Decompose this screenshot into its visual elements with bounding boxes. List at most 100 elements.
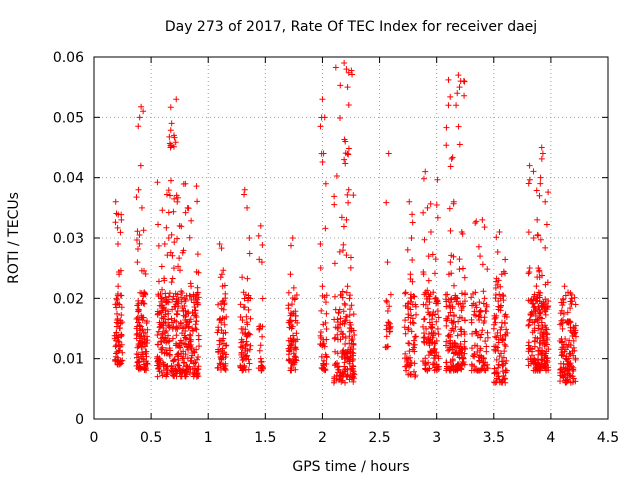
data-point: [501, 348, 508, 355]
data-point: [319, 283, 326, 290]
data-point: [184, 204, 191, 211]
data-point: [557, 378, 564, 385]
data-point: [159, 359, 166, 366]
data-point: [406, 198, 413, 205]
data-point: [533, 295, 540, 302]
data-point: [168, 231, 175, 238]
data-point: [154, 310, 161, 317]
data-point: [246, 360, 253, 367]
data-point: [385, 319, 392, 326]
data-point: [165, 310, 172, 317]
y-tick-label: 0.02: [53, 291, 84, 307]
data-point: [426, 293, 433, 300]
data-point: [495, 347, 502, 354]
data-point: [491, 346, 498, 353]
data-point: [457, 300, 464, 307]
data-point: [346, 319, 353, 326]
data-point: [569, 373, 576, 380]
data-point: [119, 357, 126, 364]
data-point: [343, 252, 350, 259]
data-point: [478, 366, 485, 373]
data-point: [346, 312, 353, 319]
data-point: [456, 266, 463, 273]
data-point: [344, 283, 351, 290]
data-point: [239, 329, 246, 336]
data-point: [170, 132, 177, 139]
data-point: [462, 291, 469, 298]
data-point: [350, 350, 357, 357]
data-point: [340, 223, 347, 230]
data-point: [535, 351, 542, 358]
data-point: [409, 219, 416, 226]
data-point: [499, 362, 506, 369]
data-point: [386, 303, 393, 310]
data-point: [323, 353, 330, 360]
data-point: [167, 144, 174, 151]
data-point: [134, 228, 141, 235]
data-point: [159, 307, 166, 314]
data-point: [344, 372, 351, 379]
data-point: [221, 321, 228, 328]
data-point: [287, 317, 294, 324]
data-point: [165, 209, 172, 216]
data-point: [185, 310, 192, 317]
data-point: [570, 366, 577, 373]
data-point: [180, 359, 187, 366]
data-point: [218, 245, 225, 252]
data-point: [176, 255, 183, 262]
data-point: [421, 291, 428, 298]
data-point: [337, 82, 344, 89]
data-point: [473, 328, 480, 335]
data-point: [337, 336, 344, 343]
data-point: [458, 228, 465, 235]
data-point: [405, 300, 412, 307]
data-point: [220, 267, 227, 274]
data-point: [472, 289, 479, 296]
y-tick-label: 0: [75, 412, 84, 428]
data-point: [182, 316, 189, 323]
data-point: [455, 123, 462, 130]
data-point: [408, 298, 415, 305]
data-point: [525, 297, 532, 304]
data-point: [188, 296, 195, 303]
data-point: [383, 199, 390, 206]
data-point: [140, 227, 147, 234]
data-point: [220, 361, 227, 368]
data-point: [423, 325, 430, 332]
data-point: [332, 348, 339, 355]
y-tick-label: 0.06: [53, 50, 84, 66]
data-point: [498, 350, 505, 357]
data-point: [494, 370, 501, 377]
data-point: [163, 371, 170, 378]
data-point: [484, 266, 491, 273]
data-point: [474, 332, 481, 339]
data-point: [117, 343, 124, 350]
data-point: [492, 284, 499, 291]
data-point: [113, 319, 120, 326]
data-point: [443, 365, 450, 372]
data-point: [346, 340, 353, 347]
data-point: [242, 355, 249, 362]
data-point: [215, 348, 222, 355]
data-point: [490, 379, 497, 386]
data-point: [194, 291, 201, 298]
data-point: [456, 362, 463, 369]
data-point: [154, 341, 161, 348]
data-point: [133, 236, 140, 243]
data-point: [564, 309, 571, 316]
data-point: [116, 347, 123, 354]
data-point: [345, 69, 352, 76]
data-point: [141, 365, 148, 372]
data-point: [240, 365, 247, 372]
data-point: [405, 305, 412, 312]
data-point: [530, 235, 537, 241]
data-point: [174, 198, 181, 205]
data-point: [155, 365, 162, 372]
data-point: [491, 321, 498, 328]
data-point: [455, 318, 462, 325]
data-point: [116, 339, 123, 346]
data-point: [345, 102, 352, 109]
data-point: [448, 155, 455, 162]
data-point: [187, 358, 194, 365]
data-point: [351, 331, 358, 338]
